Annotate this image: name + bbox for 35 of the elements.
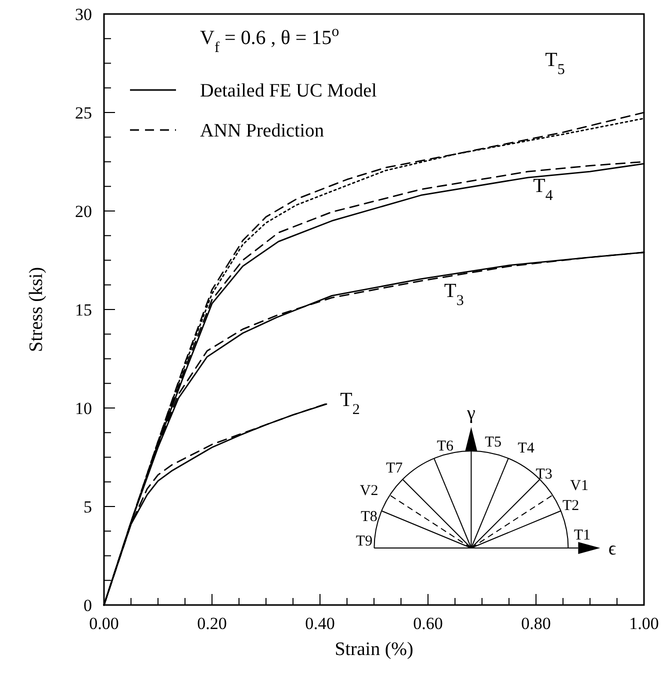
annotation: T5: [484, 434, 502, 450]
x-tick-label: 0.60: [413, 614, 443, 633]
x-tick-label: 0.80: [521, 614, 551, 633]
y-tick-label: 5: [84, 497, 92, 516]
annotation: T1: [574, 527, 591, 544]
x-tick-label: 1.00: [629, 614, 659, 633]
y-tick-label: 15: [75, 300, 92, 320]
x-axis-title: Strain (%): [334, 639, 414, 660]
annotation: T3: [536, 466, 552, 482]
y-axis-title: Stress (ksi): [26, 267, 47, 352]
y-tick-label: 0: [84, 596, 92, 615]
annotation: γ: [466, 403, 476, 424]
y-tick-label: 20: [75, 202, 92, 221]
legend-label: Detailed FE UC Model: [200, 80, 377, 102]
annotation: T8: [360, 509, 378, 526]
annotation: T2: [562, 498, 580, 514]
annotation: V2: [360, 482, 378, 499]
y-tick-label: 25: [75, 103, 92, 122]
x-tick-label: 0.00: [89, 614, 119, 633]
annotation: T$_{2}$: [340, 389, 360, 418]
annotation: T$_{4}$: [533, 175, 554, 204]
x-tick-label: 0.20: [197, 614, 227, 633]
annotation: V$_{f}$ = 0.6 , θ = 15$^{o}$: [200, 24, 340, 56]
annotation: V1: [570, 478, 589, 494]
annotation: T6: [436, 438, 454, 454]
x-tick-label: 0.40: [305, 614, 335, 633]
y-tick-label: 10: [75, 398, 92, 418]
annotation: T$_{3}$: [444, 280, 464, 309]
legend-label: ANN Prediction: [200, 120, 325, 142]
y-tick-label: 30: [75, 4, 92, 24]
annotation: T$_{5}$: [545, 49, 565, 78]
annotation: ϵ: [608, 538, 616, 560]
annotation: T9: [356, 533, 373, 550]
annotation: T7: [386, 460, 404, 476]
annotation: T4: [518, 440, 535, 456]
